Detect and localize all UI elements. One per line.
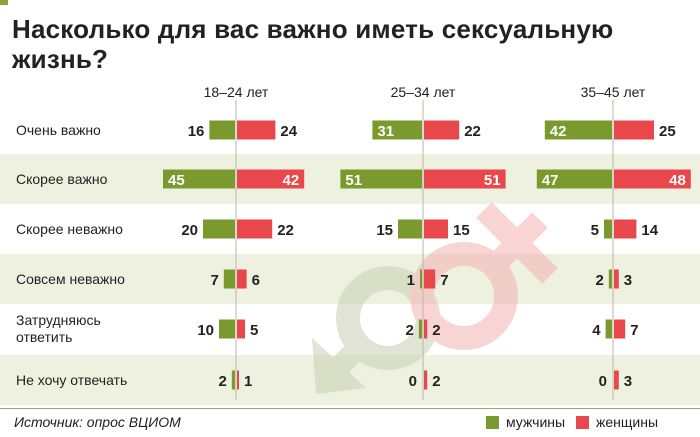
value-label-men: 1 <box>407 272 415 289</box>
bar-men <box>231 370 235 390</box>
value-label-women: 5 <box>250 322 258 339</box>
bar-men <box>223 269 235 289</box>
group-header: 18–24 лет <box>204 84 269 100</box>
bar-women <box>614 120 654 140</box>
value-label-women: 7 <box>630 322 638 339</box>
value-label-men: 7 <box>210 272 218 289</box>
value-label-women: 2 <box>432 373 440 390</box>
legend-women: женщины <box>576 414 658 430</box>
bar-men <box>219 319 235 339</box>
bar-women <box>237 120 276 140</box>
value-label-women: 25 <box>659 123 676 140</box>
category-label: Не хочу отвечать <box>16 372 127 388</box>
bar-men <box>420 269 422 289</box>
bar-men <box>418 319 422 339</box>
value-label-women: 6 <box>252 272 260 289</box>
value-label-men: 47 <box>542 172 559 189</box>
value-label-men: 0 <box>599 373 607 390</box>
value-label-women: 1 <box>244 373 252 390</box>
bar-women <box>424 269 436 289</box>
bar-women <box>237 169 305 189</box>
chart-canvas: 18–24 лет 25–34 лет 35–45 лет Очень важно Ск… <box>0 84 700 405</box>
bar-women <box>237 219 273 239</box>
value-label-men: 42 <box>550 123 567 140</box>
bar-women <box>614 169 691 189</box>
value-label-women: 24 <box>280 123 297 140</box>
value-label-women: 42 <box>283 172 300 189</box>
bar-men <box>605 319 612 339</box>
value-label-men: 10 <box>197 322 214 339</box>
bar-women <box>424 219 448 239</box>
bar-women <box>237 269 247 289</box>
value-label-men: 15 <box>376 222 393 239</box>
bar-men <box>340 169 422 189</box>
category-label: Затрудняюсь <box>16 312 101 328</box>
bar-women <box>424 370 428 390</box>
bar-men <box>608 269 612 289</box>
value-label-women: 3 <box>624 272 632 289</box>
value-label-women: 2 <box>432 322 440 339</box>
bar-men <box>209 120 235 140</box>
legend-women-swatch <box>576 415 589 429</box>
bar-men <box>203 219 235 239</box>
bar-women <box>614 370 619 390</box>
value-label-women: 22 <box>464 123 481 140</box>
value-label-women: 48 <box>669 172 686 189</box>
category-label: Скорее неважно <box>16 221 123 237</box>
legend-men-label: мужчины <box>506 414 566 430</box>
source-note: Источник: опрос ВЦИОМ <box>14 414 181 430</box>
bar-men <box>604 219 612 239</box>
bar-women <box>424 120 460 140</box>
group-header: 25–34 лет <box>391 84 456 100</box>
bar-men <box>163 169 235 189</box>
bar-women <box>424 169 506 189</box>
bar-women <box>424 319 428 339</box>
category-label: Очень важно <box>16 122 101 138</box>
bar-women <box>614 269 619 289</box>
bar-men <box>372 120 422 140</box>
value-label-women: 22 <box>277 222 294 239</box>
bar-women <box>237 319 245 339</box>
value-label-women: 14 <box>641 222 658 239</box>
value-label-women: 7 <box>440 272 448 289</box>
value-label-men: 2 <box>405 322 413 339</box>
value-label-women: 51 <box>484 172 501 189</box>
bar-men <box>544 120 612 140</box>
value-label-men: 20 <box>181 222 198 239</box>
legend-men-swatch <box>486 415 499 429</box>
value-label-men: 2 <box>595 272 603 289</box>
value-label-men: 5 <box>591 222 599 239</box>
value-label-men: 51 <box>345 172 362 189</box>
category-label: Совсем неважно <box>16 271 125 287</box>
bar-men <box>536 169 612 189</box>
female-symbol-ring <box>410 242 518 350</box>
bar-women <box>614 319 626 339</box>
female-symbol-cross <box>476 202 558 284</box>
group-header: 35–45 лет <box>581 84 646 100</box>
male-symbol-arrow-head <box>312 338 366 394</box>
value-label-men: 0 <box>409 373 417 390</box>
legend-women-label: женщины <box>596 414 659 430</box>
value-label-men: 2 <box>218 373 226 390</box>
title-accent <box>0 0 8 5</box>
value-label-men: 4 <box>592 322 601 339</box>
category-label: Скорее важно <box>16 171 108 187</box>
category-label: ответить <box>16 329 72 345</box>
value-label-men: 31 <box>377 123 394 140</box>
bar-women <box>614 219 637 239</box>
value-label-men: 45 <box>168 172 185 189</box>
value-label-women: 3 <box>624 373 632 390</box>
chart-title: Насколько для вас важно иметь сексуальну… <box>12 14 614 74</box>
bar-women <box>237 370 239 390</box>
value-label-women: 15 <box>453 222 470 239</box>
value-label-men: 16 <box>188 123 205 140</box>
footer-divider <box>0 408 700 409</box>
gender-symbols-decoration <box>312 202 558 394</box>
bar-men <box>398 219 422 239</box>
legend-men: мужчины <box>486 414 565 430</box>
